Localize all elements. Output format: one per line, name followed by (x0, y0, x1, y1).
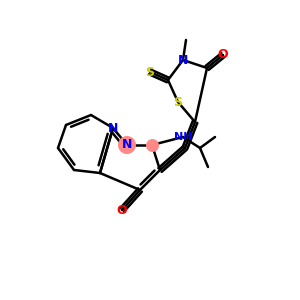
Text: N: N (108, 122, 118, 134)
Text: S: S (173, 95, 182, 109)
Point (150, 142, 154, 147)
Text: S: S (146, 65, 154, 79)
Text: NH: NH (174, 132, 192, 142)
Text: O: O (117, 203, 127, 217)
Text: O: O (218, 49, 228, 62)
Text: N: N (178, 53, 188, 67)
Text: N: N (122, 139, 132, 152)
